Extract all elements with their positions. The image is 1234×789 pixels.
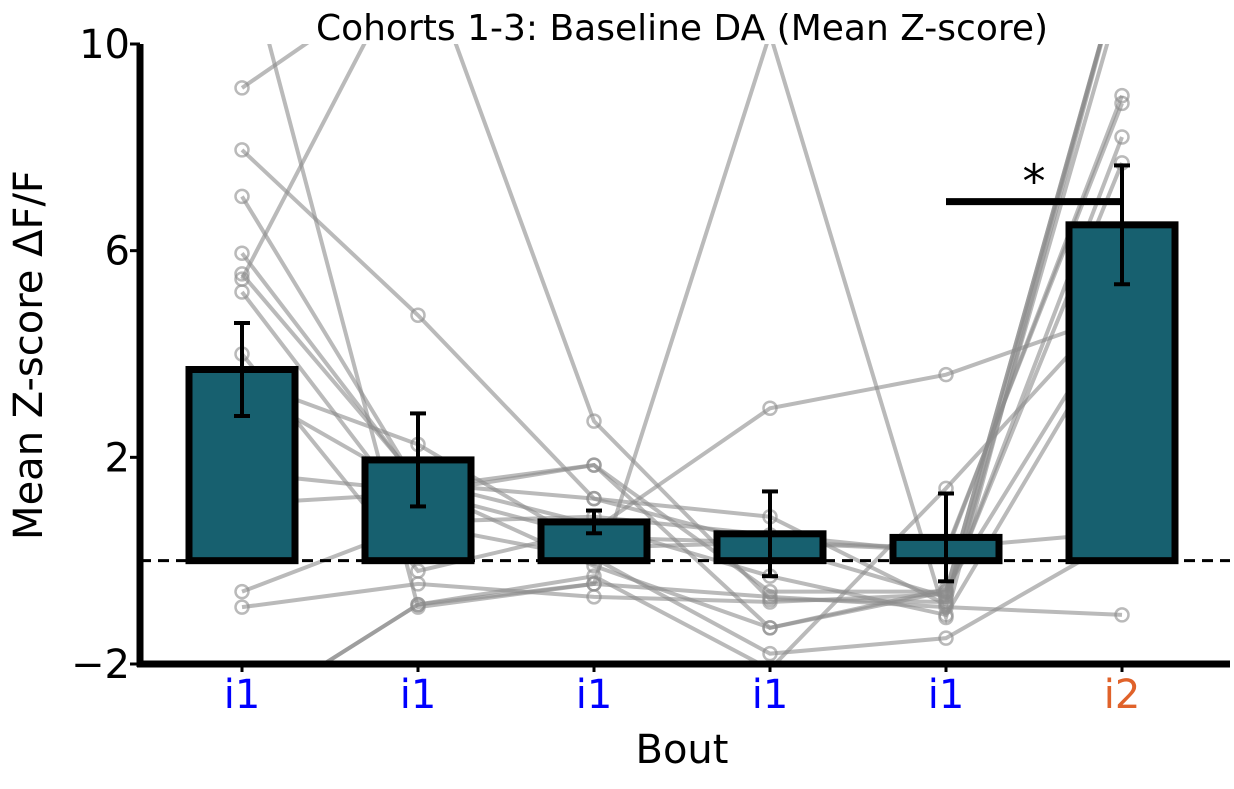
subject-point bbox=[762, 645, 778, 662]
subject-line bbox=[240, 272, 1124, 618]
subject-point bbox=[234, 80, 250, 96]
subject-point bbox=[234, 266, 250, 282]
subject-line bbox=[240, 44, 1103, 605]
subject-point bbox=[234, 188, 250, 205]
x-tick-label: i1 bbox=[752, 672, 789, 718]
x-tick-label: i1 bbox=[928, 672, 965, 718]
subject-point bbox=[586, 576, 602, 592]
chart-title: Cohorts 1-3: Baseline DA (Mean Z-score) bbox=[316, 8, 1048, 49]
subject-point bbox=[234, 583, 250, 600]
subject-point bbox=[1114, 607, 1130, 623]
subject-point bbox=[586, 490, 602, 507]
x-axis-label: Bout bbox=[636, 727, 729, 773]
subject-point bbox=[234, 284, 250, 300]
subject-point bbox=[234, 599, 250, 615]
y-tick-label: 2 bbox=[105, 435, 130, 481]
subject-line bbox=[320, 581, 1123, 664]
y-tick-label: 10 bbox=[79, 22, 130, 68]
subject-point bbox=[1114, 129, 1130, 145]
x-tick-label: i1 bbox=[224, 672, 261, 718]
subject-point bbox=[586, 413, 602, 429]
significance-marker: * bbox=[1023, 155, 1046, 209]
y-tick-label: 6 bbox=[105, 229, 130, 275]
axes: −2 2 6 10 i1 i1 i1 i1 i1 i2 bbox=[71, 22, 1230, 718]
subject-point bbox=[1114, 87, 1130, 104]
subject-point bbox=[938, 366, 954, 383]
subject-point bbox=[410, 307, 426, 323]
subject-point bbox=[1114, 95, 1130, 112]
subject-point bbox=[410, 599, 426, 615]
subject-point bbox=[762, 400, 778, 416]
x-tick-label: i1 bbox=[400, 672, 437, 718]
x-tick-label: i1 bbox=[576, 672, 613, 718]
subject-point bbox=[938, 609, 954, 626]
subject-point bbox=[234, 245, 250, 261]
subject-point bbox=[762, 589, 778, 605]
subject-point bbox=[938, 630, 954, 646]
subject-point bbox=[586, 457, 602, 473]
y-tick-label: −2 bbox=[71, 642, 130, 688]
subject-line bbox=[241, 162, 1124, 610]
individual-subject-lines bbox=[234, 44, 1130, 664]
bar-group: * bbox=[140, 155, 1230, 584]
subject-point bbox=[762, 620, 778, 636]
x-tick-label: i2 bbox=[1104, 672, 1141, 718]
subject-point bbox=[234, 142, 250, 158]
y-axis-label: Mean Z-score ΔF/F bbox=[6, 170, 52, 540]
